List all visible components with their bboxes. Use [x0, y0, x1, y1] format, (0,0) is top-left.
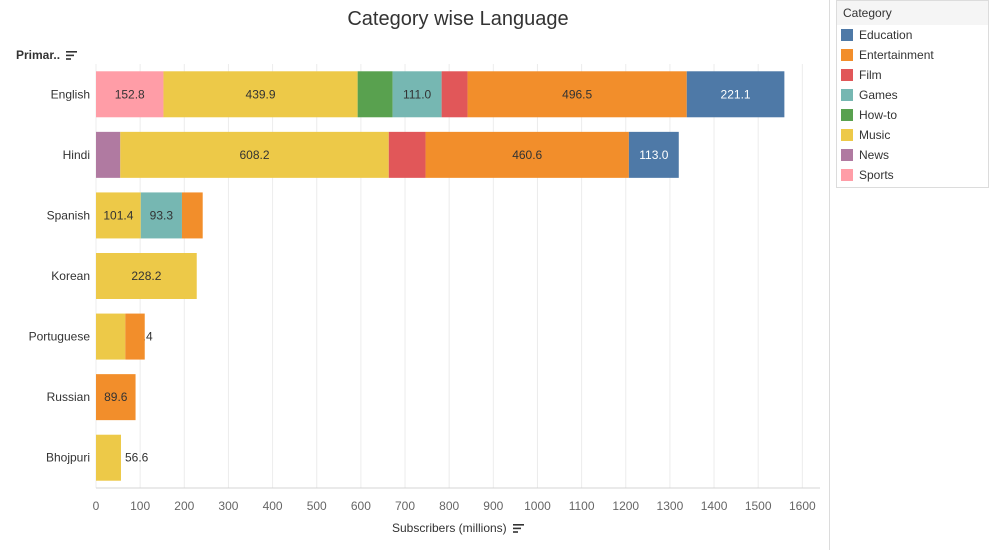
- legend-label: Games: [859, 88, 898, 102]
- bar-segment-music[interactable]: [96, 313, 126, 360]
- legend-swatch: [841, 49, 853, 61]
- sort-icon[interactable]: [513, 524, 525, 534]
- legend-item-sports[interactable]: Sports: [837, 165, 988, 185]
- data-label: 111.0: [403, 87, 432, 101]
- legend-item-games[interactable]: Games: [837, 85, 988, 105]
- data-label: 608.2: [240, 148, 270, 162]
- bar-segment-how-to[interactable]: [357, 71, 393, 118]
- x-tick-label: 800: [439, 499, 459, 513]
- sort-icon[interactable]: [66, 51, 78, 61]
- legend-label: How-to: [859, 108, 898, 122]
- legend-swatch: [841, 89, 853, 101]
- chart-canvas: 0 100 200 300 400 500 600 700 800 900 1000 1100 1200…: [29, 64, 820, 513]
- bar-segment-news[interactable]: [96, 131, 121, 178]
- x-tick-label: 400: [263, 499, 283, 513]
- bar-segment-education[interactable]: [686, 71, 785, 118]
- bar-segment-music[interactable]: [120, 131, 389, 178]
- x-axis-title-label: Subscribers (millions): [391, 521, 507, 535]
- legend-title: Category: [837, 1, 988, 25]
- panel-divider: [829, 0, 830, 550]
- legend-swatch: [841, 109, 853, 121]
- row-header[interactable]: Primar..: [16, 48, 78, 62]
- bar-segment-music[interactable]: [96, 192, 141, 239]
- bar-segment-entertainment[interactable]: [96, 374, 136, 421]
- row-label: Portuguese: [29, 330, 91, 344]
- data-label: 152.8: [115, 87, 145, 101]
- legend-item-music[interactable]: Music: [837, 125, 988, 145]
- legend-item-entertainment[interactable]: Entertainment: [837, 45, 988, 65]
- x-tick-label: 1100: [569, 499, 595, 513]
- x-tick-label: 1200: [612, 499, 639, 513]
- row-header-label: Primar..: [16, 48, 61, 62]
- x-tick-label: 1000: [524, 499, 551, 513]
- legend: Category Education Entertainment Film Games…: [836, 0, 989, 188]
- legend-label: Entertainment: [859, 48, 934, 62]
- row-label: English: [51, 87, 90, 101]
- bar-segment-education[interactable]: [628, 131, 679, 178]
- data-label: 56.6: [125, 451, 149, 465]
- data-label: 439.9: [246, 87, 276, 101]
- row-label: Spanish: [47, 208, 90, 222]
- legend-label: Film: [859, 68, 882, 82]
- row-label: Russian: [47, 390, 90, 404]
- x-tick-label: 700: [395, 499, 415, 513]
- legend-swatch: [841, 129, 853, 141]
- data-label: 496.5: [562, 87, 592, 101]
- x-tick-label: 500: [307, 499, 327, 513]
- legend-swatch: [841, 149, 853, 161]
- bar-segment-entertainment[interactable]: [467, 71, 687, 118]
- legend-swatch: [841, 29, 853, 41]
- x-tick-label: 1400: [701, 499, 728, 513]
- x-tick-label: 1300: [657, 499, 684, 513]
- data-label: 93.3: [150, 208, 174, 222]
- x-tick-label: 1600: [789, 499, 816, 513]
- legend-item-news[interactable]: News: [837, 145, 988, 165]
- data-label: 221.1: [721, 87, 751, 101]
- data-label: 460.6: [512, 148, 542, 162]
- legend-swatch: [841, 169, 853, 181]
- x-tick-label: 100: [130, 499, 150, 513]
- bar-segment-film[interactable]: [388, 131, 426, 178]
- legend-label: Education: [859, 28, 913, 42]
- bar-segment-entertainment[interactable]: [425, 131, 629, 178]
- legend-label: Sports: [859, 168, 894, 182]
- row-label: Hindi: [63, 148, 90, 162]
- legend-item-film[interactable]: Film: [837, 65, 988, 85]
- bar-segment-music[interactable]: [163, 71, 358, 118]
- legend-items: Education Entertainment Film Games How-to Mus…: [837, 25, 988, 185]
- bar-segment-games[interactable]: [140, 192, 182, 239]
- chart-title: Category wise Language: [347, 8, 569, 30]
- bar-segment-entertainment[interactable]: [125, 313, 145, 360]
- data-label: 89.6: [104, 390, 128, 404]
- x-tick-label: 600: [351, 499, 371, 513]
- x-tick-label: 0: [93, 499, 100, 513]
- legend-item-education[interactable]: Education: [837, 25, 988, 45]
- legend-item-how-to[interactable]: How-to: [837, 105, 988, 125]
- data-label: 113.0: [639, 148, 668, 162]
- x-tick-label: 200: [174, 499, 194, 513]
- legend-label: Music: [859, 128, 891, 142]
- data-label: 101.4: [103, 208, 133, 222]
- bar-segment-music[interactable]: [96, 434, 121, 481]
- bar-segment-film[interactable]: [441, 71, 468, 118]
- bar-segment-music[interactable]: [96, 253, 197, 299]
- x-tick-label: 900: [483, 499, 503, 513]
- data-label: 228.2: [131, 269, 161, 283]
- x-axis-title[interactable]: Subscribers (millions): [96, 521, 820, 535]
- row-label: Korean: [51, 269, 90, 283]
- row-label: Bhojpuri: [46, 451, 90, 465]
- x-tick-label: 1500: [745, 499, 772, 513]
- bar-segment-games[interactable]: [392, 71, 442, 118]
- bar-segment-entertainment[interactable]: [181, 192, 203, 239]
- x-tick-label: 300: [218, 499, 238, 513]
- legend-swatch: [841, 69, 853, 81]
- bar-segment-sports[interactable]: [96, 71, 164, 118]
- legend-label: News: [859, 148, 890, 162]
